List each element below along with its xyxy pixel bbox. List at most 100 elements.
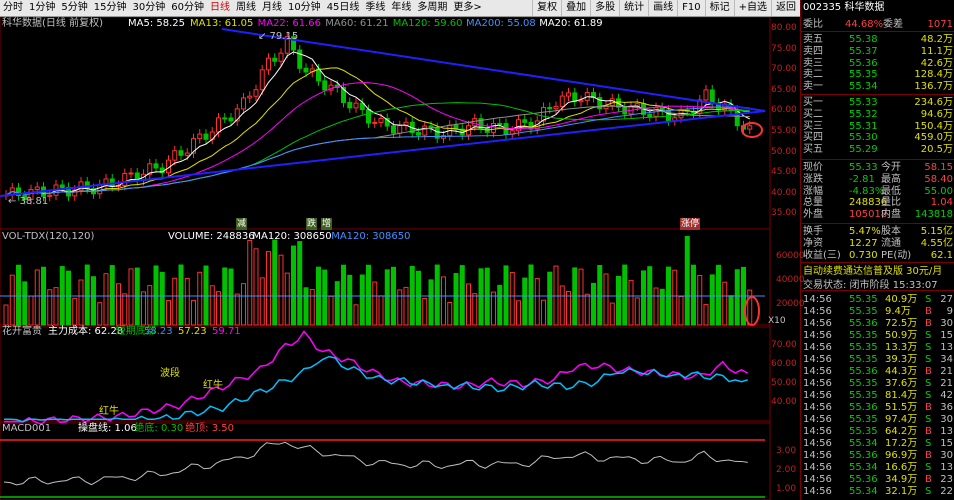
toolbar-button[interactable]: 多股 (590, 0, 619, 16)
candle-body (416, 132, 421, 136)
volume-bar (697, 274, 703, 326)
volume-bar (716, 264, 721, 326)
volume-bar (516, 300, 521, 326)
indicator-value: MA20: 61.89 (539, 18, 603, 29)
quote-cell: 55.35 (849, 414, 878, 425)
indicator-value: 59.71 (212, 326, 241, 337)
quote-cell: 58.40 (924, 173, 953, 185)
volume-bar (66, 270, 71, 326)
candle-body (203, 133, 209, 140)
quote-cell: 55.35 (849, 426, 878, 437)
period-tab[interactable]: 10分钟 (287, 2, 321, 13)
toolbar-button[interactable]: F10 (677, 0, 704, 16)
quote-cell: 94.6万 (920, 108, 953, 120)
quote-cell: 22 (940, 486, 953, 497)
indicator-value: MA120: 59.60 (392, 18, 463, 29)
period-tab[interactable]: 30分钟 (132, 2, 166, 13)
quote-cell: 今开 (881, 162, 901, 173)
bid-row: 买四 55.30 459.0万 (801, 132, 954, 144)
period-tab[interactable]: 季线 (365, 2, 386, 13)
quote-cell: B (925, 402, 932, 413)
quote-divider (801, 159, 954, 160)
toolbar-button[interactable]: 叠加 (561, 0, 590, 16)
trendline-lower (0, 110, 766, 197)
price-axis-tick: 45.00 (771, 167, 797, 178)
trendline-upper (221, 28, 766, 112)
quote-cell: 459.0万 (914, 132, 953, 144)
period-tab[interactable]: 月线 (261, 2, 282, 13)
quote-cell: 136.7万 (914, 81, 953, 93)
period-tab[interactable]: 5分钟 (61, 2, 88, 13)
period-tab[interactable]: 1分钟 (29, 2, 56, 13)
volume-bar (597, 265, 603, 326)
candle-body (172, 150, 178, 161)
volume-bar (334, 281, 340, 326)
period-tab[interactable]: 15分钟 (93, 2, 127, 13)
quote-cell: 55.35 (849, 294, 878, 305)
quote-cell: 81.4万 (885, 390, 918, 401)
volume-bar (209, 285, 215, 326)
quote-cell: 14:56 (803, 390, 832, 401)
volume-bar (441, 276, 446, 326)
volume-bar (578, 268, 584, 326)
cost-annotation: 波段 (160, 368, 180, 379)
toolbar-button[interactable]: 画线 (648, 0, 677, 16)
candle-body (709, 89, 715, 104)
cost-annotation: 红牛 (99, 406, 119, 417)
chart-canvas[interactable] (0, 0, 800, 500)
panel-title: 科华数据(日线 前复权) (2, 18, 103, 29)
toolbar-button[interactable]: 标记 (704, 0, 734, 16)
quote-cell: 卖三 (803, 57, 823, 69)
status-row: 交易状态: 闭市阶段 15:33:07 (801, 280, 954, 292)
quote-cell: S (925, 354, 932, 365)
candle-body (703, 89, 709, 101)
toolbar-button[interactable]: +自选 (733, 0, 771, 16)
quote-cell: B (925, 450, 932, 461)
volume-bar (616, 275, 621, 326)
quote-cell: 30 (940, 450, 953, 461)
candle-body (247, 95, 253, 99)
quote-cell: 55.33 (849, 97, 878, 108)
volume-bar (147, 285, 153, 326)
quote-cell: 16.6万 (885, 462, 918, 473)
volume-bar (591, 282, 596, 326)
quote-cell: 30 (940, 318, 953, 329)
quote-cell: B (925, 474, 932, 485)
quote-cell: 股本 (881, 226, 901, 237)
volume-bar (634, 297, 640, 326)
stat2-row: 净资 12.27 流通 4.55亿 (801, 238, 954, 250)
quote-cell: 64.2万 (885, 426, 918, 437)
period-tab[interactable]: 多周期 (417, 2, 448, 13)
volume-bar (134, 267, 140, 326)
period-tab[interactable]: 45日线 (326, 2, 360, 13)
quote-cell: 5.47% (849, 226, 881, 237)
tick-row: 14:56 55.35 50.9万 S 15 (801, 330, 954, 342)
period-tab[interactable]: 年线 (391, 2, 412, 13)
toolbar-button[interactable]: 返回 (771, 0, 800, 16)
cost-axis-tick: 60.00 (771, 359, 797, 369)
ma120-line (5, 102, 750, 196)
candle-body (522, 119, 528, 123)
volume-bar (84, 264, 90, 326)
toolbar-button[interactable]: 复权 (532, 0, 561, 16)
period-tab[interactable]: 周线 (235, 2, 256, 13)
volume-bar (584, 293, 590, 326)
period-tab[interactable]: 分时 (3, 2, 23, 13)
candle-body (153, 163, 159, 169)
volume-bar (641, 270, 646, 326)
cost-axis-tick: 50.00 (771, 378, 797, 388)
candle-body (253, 89, 259, 97)
indicator-value: MA60: 61.21 (325, 18, 389, 29)
candle-body (284, 36, 290, 54)
quote-divider (801, 94, 954, 95)
toolbar-button[interactable]: 统计 (619, 0, 648, 16)
high-price-label: ↙ 79.15 (258, 31, 299, 42)
quote-cell: 14:56 (803, 294, 832, 305)
period-tab[interactable]: 60分钟 (171, 2, 204, 13)
volume-bar (141, 291, 146, 326)
period-tab[interactable]: 日线 (209, 2, 230, 13)
stock-header: 002335 科华数据 (801, 2, 954, 14)
tick-row: 14:56 55.36 51.5万 B 36 (801, 402, 954, 414)
period-tab[interactable]: 更多> (453, 2, 482, 13)
quote-cell: 13 (940, 426, 953, 437)
